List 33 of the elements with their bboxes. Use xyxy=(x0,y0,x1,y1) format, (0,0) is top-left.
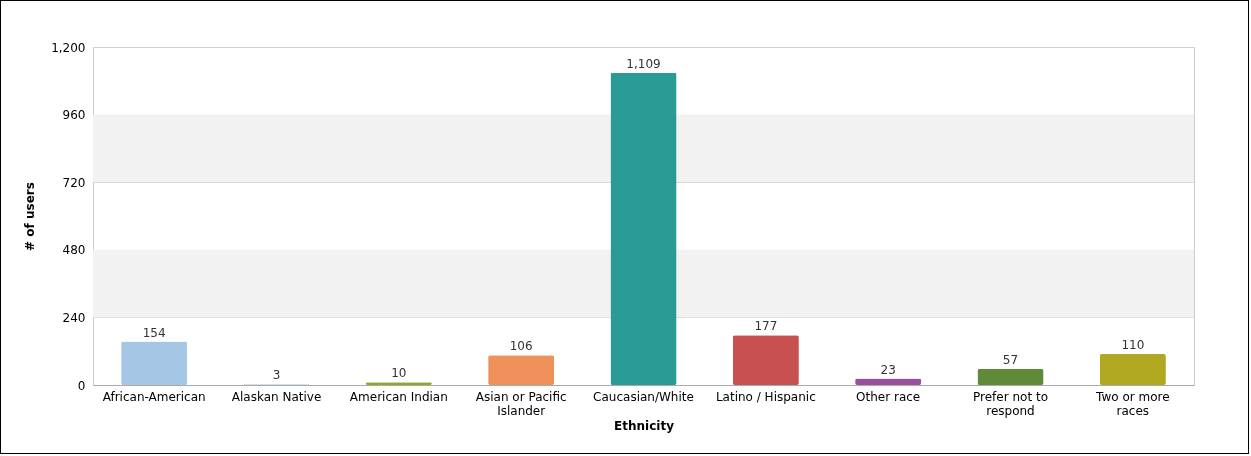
bar xyxy=(121,341,188,385)
x-tick-label: Asian or Pacific Islander xyxy=(475,389,567,418)
y-tick-label: 720 xyxy=(62,175,86,190)
bar xyxy=(732,335,799,385)
y-tick-label: 0 xyxy=(77,378,86,393)
bar xyxy=(855,378,922,385)
data-label: 154 xyxy=(142,325,166,340)
data-label: 3 xyxy=(272,368,281,383)
bar xyxy=(488,355,555,385)
x-tick-label: Two or more races xyxy=(1095,389,1170,418)
x-tick-label: Other race xyxy=(856,389,921,404)
y-tick-label: 1,200 xyxy=(51,40,86,55)
bar xyxy=(1099,354,1166,385)
y-tick-label: 960 xyxy=(62,108,86,123)
y-tick-label: 480 xyxy=(62,243,86,258)
data-label: 1,109 xyxy=(626,56,661,71)
data-label: 177 xyxy=(754,319,778,334)
x-tick-label: American Indian xyxy=(349,389,448,404)
x-tick-label: Prefer not to respond xyxy=(973,389,1048,418)
x-tick-label: Alaskan Native xyxy=(231,389,322,404)
x-tick-label: African-American xyxy=(102,389,206,404)
y-axis-title: # of users xyxy=(23,182,38,251)
x-tick-label: Latino / Hispanic xyxy=(715,389,816,404)
data-label: 10 xyxy=(391,366,407,381)
bar xyxy=(610,72,677,385)
data-label: 110 xyxy=(1121,338,1145,353)
data-label: 23 xyxy=(880,362,896,377)
x-axis-title: Ethnicity xyxy=(614,418,675,433)
x-tick-label: Caucasian/White xyxy=(593,389,694,404)
y-tick-label: 240 xyxy=(62,310,86,325)
data-label: 106 xyxy=(509,339,533,354)
bar xyxy=(977,368,1044,385)
data-label: 57 xyxy=(1002,352,1019,367)
